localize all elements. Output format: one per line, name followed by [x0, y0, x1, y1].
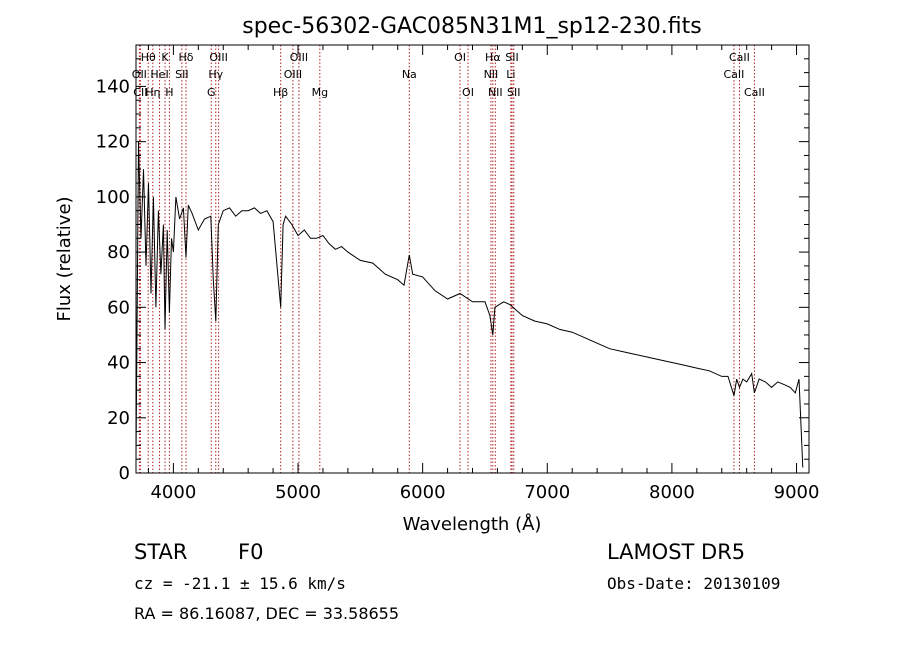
line-marker-label: Hα — [485, 51, 501, 64]
y-tick-label: 100 — [96, 187, 130, 208]
line-marker-label: OIII — [290, 51, 308, 64]
y-tick-label: 140 — [96, 76, 130, 97]
x-tick-label: 6000 — [400, 482, 446, 503]
y-tick-label: 120 — [96, 132, 130, 153]
line-marker-label: Na — [402, 68, 417, 81]
line-marker-label: Li — [506, 68, 515, 81]
chart-title: spec-56302-GAC085N31M1_sp12-230.fits — [242, 14, 702, 39]
line-marker-label: Mg — [312, 86, 328, 99]
line-marker-label: OIII — [284, 68, 302, 81]
line-marker-label: Hβ — [273, 86, 288, 99]
line-marker-label: Hγ — [208, 68, 223, 81]
x-tick-label: 4000 — [150, 482, 196, 503]
line-marker-label: CaII — [729, 51, 750, 64]
x-axis-label: Wavelength (Å) — [403, 513, 542, 535]
sky-coordinates: RA = 86.16087, DEC = 33.58655 — [134, 604, 400, 623]
y-axis-ticks: 0 20 40 60 80 100 120 140 — [96, 44, 809, 484]
line-marker-label: CaII — [744, 86, 765, 99]
y-axis-label: Flux (relative) — [54, 196, 75, 321]
observation-date: Obs-Date: 20130109 — [607, 574, 781, 593]
y-tick-label: 60 — [107, 297, 130, 318]
line-marker-label: CaII — [724, 68, 745, 81]
survey-name: LAMOST DR5 — [607, 540, 746, 564]
emission-line-markers — [138, 45, 755, 473]
line-marker-label: SII — [505, 51, 518, 64]
plot-frame — [135, 44, 810, 474]
spectrum-line — [135, 141, 804, 468]
y-tick-label: 0 — [119, 463, 130, 484]
line-marker-label: SII — [175, 68, 188, 81]
x-tick-label: 8000 — [649, 482, 695, 503]
line-marker-label: OIII — [209, 51, 227, 64]
line-marker-label: HeI — [150, 68, 168, 81]
y-tick-label: 40 — [107, 353, 130, 374]
line-marker-label: H — [165, 86, 173, 99]
object-class: STAR — [134, 540, 188, 564]
line-marker-label: CII — [133, 86, 147, 99]
x-axis-ticks: 4000 5000 6000 7000 8000 9000 — [147, 45, 820, 503]
x-tick-label: 5000 — [275, 482, 321, 503]
line-marker-label: NII — [484, 68, 499, 81]
x-tick-label: 7000 — [524, 482, 570, 503]
line-marker-label: Hδ — [178, 51, 193, 64]
line-marker-label: NII — [488, 86, 503, 99]
y-tick-label: 80 — [107, 242, 130, 263]
line-marker-label: OI — [454, 51, 466, 64]
x-tick-label: 9000 — [774, 482, 820, 503]
line-marker-label: Hθ — [141, 51, 156, 64]
line-marker-label: OI — [462, 86, 474, 99]
line-marker-label: G — [207, 86, 216, 99]
line-marker-label: OII — [132, 68, 147, 81]
line-marker-label: K — [161, 51, 169, 64]
line-marker-label: Hη — [145, 86, 160, 99]
y-tick-label: 20 — [107, 408, 130, 429]
object-subclass: F0 — [238, 540, 264, 564]
line-marker-label: SII — [507, 86, 520, 99]
redshift-velocity: cz = -21.1 ± 15.6 km/s — [134, 574, 346, 593]
